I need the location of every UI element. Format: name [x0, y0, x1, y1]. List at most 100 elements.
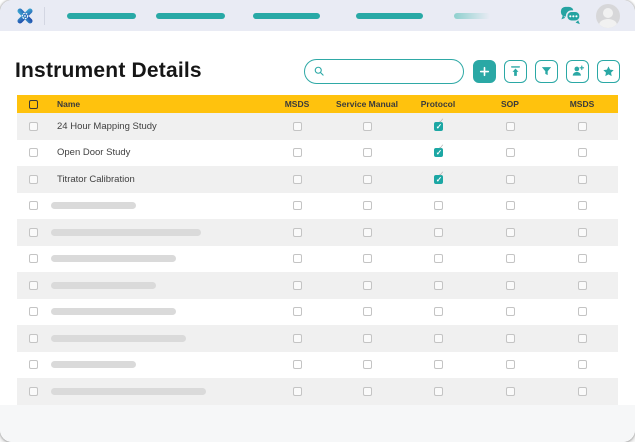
table-row[interactable]: Titrator Calibration [17, 166, 618, 193]
service-manual-checkbox[interactable] [362, 307, 372, 317]
row-select-checkbox[interactable] [28, 254, 38, 264]
sop-checkbox[interactable] [505, 254, 515, 264]
protocol-checkbox[interactable] [433, 333, 443, 343]
msds-checkbox[interactable] [292, 280, 302, 290]
search-input[interactable] [330, 64, 455, 78]
sop-checkbox[interactable] [505, 386, 515, 396]
msds-2-checkbox[interactable] [577, 360, 587, 370]
sop-checkbox[interactable] [505, 280, 515, 290]
msds-2-checkbox[interactable] [577, 174, 587, 184]
row-select-checkbox[interactable] [28, 333, 38, 343]
sop-checkbox[interactable] [505, 121, 515, 131]
msds-checkbox[interactable] [292, 148, 302, 158]
upload-icon [511, 65, 520, 76]
row-select-checkbox[interactable] [28, 121, 38, 131]
protocol-checkbox[interactable] [433, 117, 444, 131]
msds-checkbox[interactable] [292, 386, 302, 396]
nav-item-placeholder[interactable] [356, 12, 423, 19]
msds-checkbox[interactable] [292, 121, 302, 131]
msds-2-checkbox[interactable] [577, 227, 587, 237]
table-row[interactable] [17, 245, 618, 272]
row-select-checkbox[interactable] [28, 280, 38, 290]
service-manual-checkbox[interactable] [362, 121, 372, 131]
service-manual-checkbox[interactable] [362, 360, 372, 370]
table-row[interactable] [17, 219, 618, 246]
msds-checkbox[interactable] [292, 254, 302, 264]
msds-2-checkbox[interactable] [577, 386, 587, 396]
instruments-table: Name MSDS Service Manual Protocol SOP MS… [17, 95, 618, 405]
msds-checkbox[interactable] [292, 307, 302, 317]
row-select-checkbox[interactable] [28, 386, 38, 396]
row-select-checkbox[interactable] [28, 227, 38, 237]
msds-2-checkbox[interactable] [577, 280, 587, 290]
sop-checkbox[interactable] [505, 333, 515, 343]
name-skeleton-bar [51, 361, 136, 369]
protocol-checkbox[interactable] [433, 360, 443, 370]
nav-item-placeholder[interactable] [253, 12, 320, 19]
service-manual-checkbox[interactable] [362, 201, 372, 211]
add-button[interactable] [473, 59, 496, 83]
table-row[interactable] [17, 378, 618, 405]
service-manual-checkbox[interactable] [362, 174, 372, 184]
msds-2-checkbox[interactable] [577, 254, 587, 264]
sop-checkbox[interactable] [505, 360, 515, 370]
service-manual-checkbox[interactable] [362, 280, 372, 290]
upload-button[interactable] [504, 59, 527, 83]
sop-checkbox[interactable] [505, 227, 515, 237]
row-select-checkbox[interactable] [28, 174, 38, 184]
user-avatar[interactable] [596, 3, 620, 28]
protocol-checkbox[interactable] [433, 307, 443, 317]
table-row[interactable]: 24 Hour Mapping Study [17, 113, 618, 140]
row-select-checkbox[interactable] [28, 148, 38, 158]
table-row[interactable] [17, 298, 618, 325]
msds-2-checkbox[interactable] [577, 148, 587, 158]
avatar-person-icon [603, 7, 613, 18]
service-manual-checkbox[interactable] [362, 148, 372, 158]
name-skeleton-bar [51, 387, 206, 395]
sop-checkbox[interactable] [505, 201, 515, 211]
protocol-checkbox[interactable] [433, 201, 443, 211]
search-box[interactable] [304, 58, 464, 84]
msds-2-checkbox[interactable] [577, 201, 587, 211]
sop-checkbox[interactable] [505, 174, 515, 184]
protocol-checkbox[interactable] [433, 143, 444, 158]
msds-checkbox[interactable] [292, 333, 302, 343]
favorite-button[interactable] [597, 59, 620, 83]
protocol-checkbox[interactable] [433, 280, 443, 290]
filter-button[interactable] [535, 59, 558, 83]
service-manual-checkbox[interactable] [362, 386, 372, 396]
nav-item-placeholder[interactable] [156, 12, 225, 19]
sop-checkbox[interactable] [505, 307, 515, 317]
table-row[interactable] [17, 192, 618, 219]
msds-checkbox[interactable] [292, 174, 302, 184]
row-select-checkbox[interactable] [28, 307, 38, 317]
instrument-name: 24 Hour Mapping Study [57, 120, 157, 132]
msds-checkbox[interactable] [292, 360, 302, 370]
table-row[interactable] [17, 351, 618, 378]
add-user-button[interactable] [566, 59, 589, 83]
msds-2-checkbox[interactable] [577, 121, 587, 131]
table-row[interactable] [17, 325, 618, 352]
protocol-checkbox[interactable] [433, 227, 443, 237]
select-all-checkbox[interactable] [28, 99, 38, 109]
sop-checkbox[interactable] [505, 148, 515, 158]
msds-2-checkbox[interactable] [577, 333, 587, 343]
nav-item-placeholder[interactable] [67, 12, 136, 19]
msds-checkbox[interactable] [292, 227, 302, 237]
msds-2-checkbox[interactable] [577, 307, 587, 317]
table-row[interactable] [17, 272, 618, 299]
protocol-checkbox[interactable] [433, 386, 443, 396]
instrument-name: Titrator Calibration [57, 173, 135, 185]
row-select-checkbox[interactable] [28, 201, 38, 211]
row-select-checkbox[interactable] [28, 360, 38, 370]
msds-checkbox[interactable] [292, 201, 302, 211]
chat-bubbles-icon[interactable] [559, 4, 582, 27]
protocol-checkbox[interactable] [433, 170, 444, 184]
service-manual-checkbox[interactable] [362, 333, 372, 343]
app-logo-icon[interactable] [15, 6, 35, 26]
service-manual-checkbox[interactable] [362, 254, 372, 264]
service-manual-checkbox[interactable] [362, 227, 372, 237]
protocol-checkbox[interactable] [433, 254, 443, 264]
table-row[interactable]: Open Door Study [17, 139, 618, 166]
nav-item-placeholder[interactable] [454, 12, 490, 19]
